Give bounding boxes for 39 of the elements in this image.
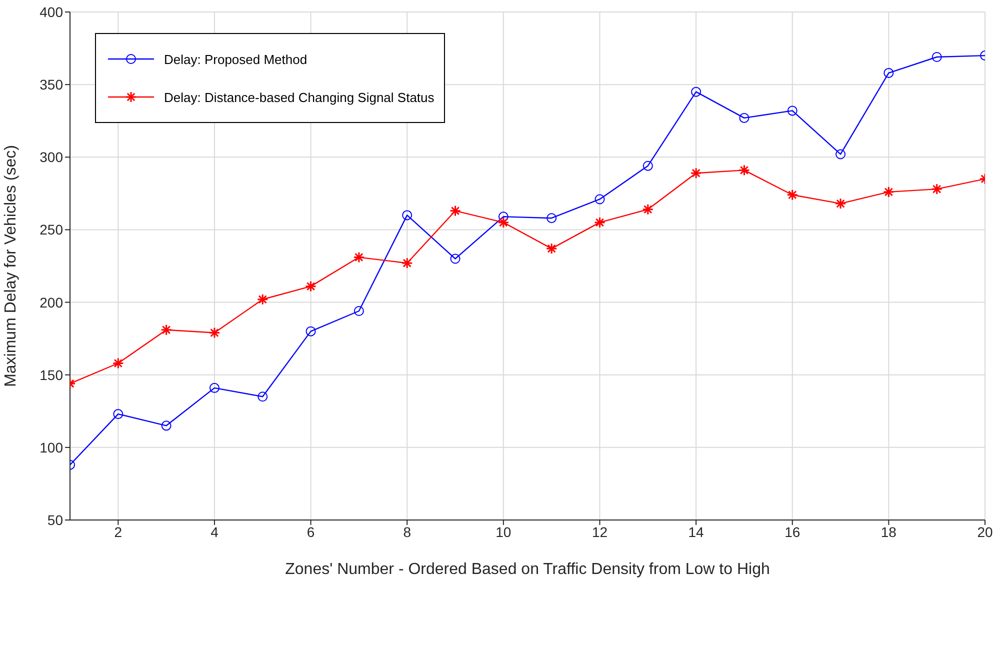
y-tick-label: 150	[40, 366, 64, 383]
y-tick-label: 350	[40, 76, 64, 93]
x-tick-label: 18	[880, 524, 897, 540]
x-axis-title: Zones' Number - Ordered Based on Traffic Density from Low to High	[285, 561, 770, 578]
y-tick-label: 300	[40, 149, 64, 166]
y-tick-label: 250	[40, 222, 64, 238]
point	[932, 52, 942, 62]
point	[209, 382, 220, 393]
point	[594, 194, 605, 204]
x-tick-label: 20	[977, 524, 993, 540]
legend-label: Delay: Proposed Method	[164, 52, 308, 66]
point	[642, 160, 653, 171]
point	[306, 326, 316, 336]
point	[836, 149, 846, 160]
x-tick-label: 16	[784, 524, 800, 540]
point	[691, 86, 702, 97]
point	[739, 112, 750, 123]
x-tick-label: 10	[496, 524, 512, 540]
x-tick-label: 2	[114, 524, 122, 540]
x-tick-label: 4	[210, 524, 219, 540]
point	[113, 409, 124, 420]
y-tick-label: 200	[40, 294, 64, 310]
point	[787, 106, 798, 116]
point	[402, 210, 412, 220]
point	[161, 420, 172, 431]
x-tick-label: 12	[592, 524, 608, 540]
x-tick-label: 6	[306, 524, 315, 540]
legend-label: Delay: Distance-based Changing Signal Status	[164, 90, 434, 104]
y-axis-title: Maximum Delay for Vehicles (sec)	[2, 145, 20, 387]
point	[258, 392, 268, 402]
y-tick-label: 400	[40, 4, 64, 20]
y-tick-label: 50	[47, 512, 64, 528]
point	[354, 306, 364, 316]
x-tick-label: 8	[403, 524, 412, 540]
x-tick-label: 14	[688, 524, 704, 540]
point	[546, 213, 557, 224]
point	[450, 254, 460, 264]
y-tick-label: 100	[40, 439, 64, 456]
point	[884, 68, 894, 78]
